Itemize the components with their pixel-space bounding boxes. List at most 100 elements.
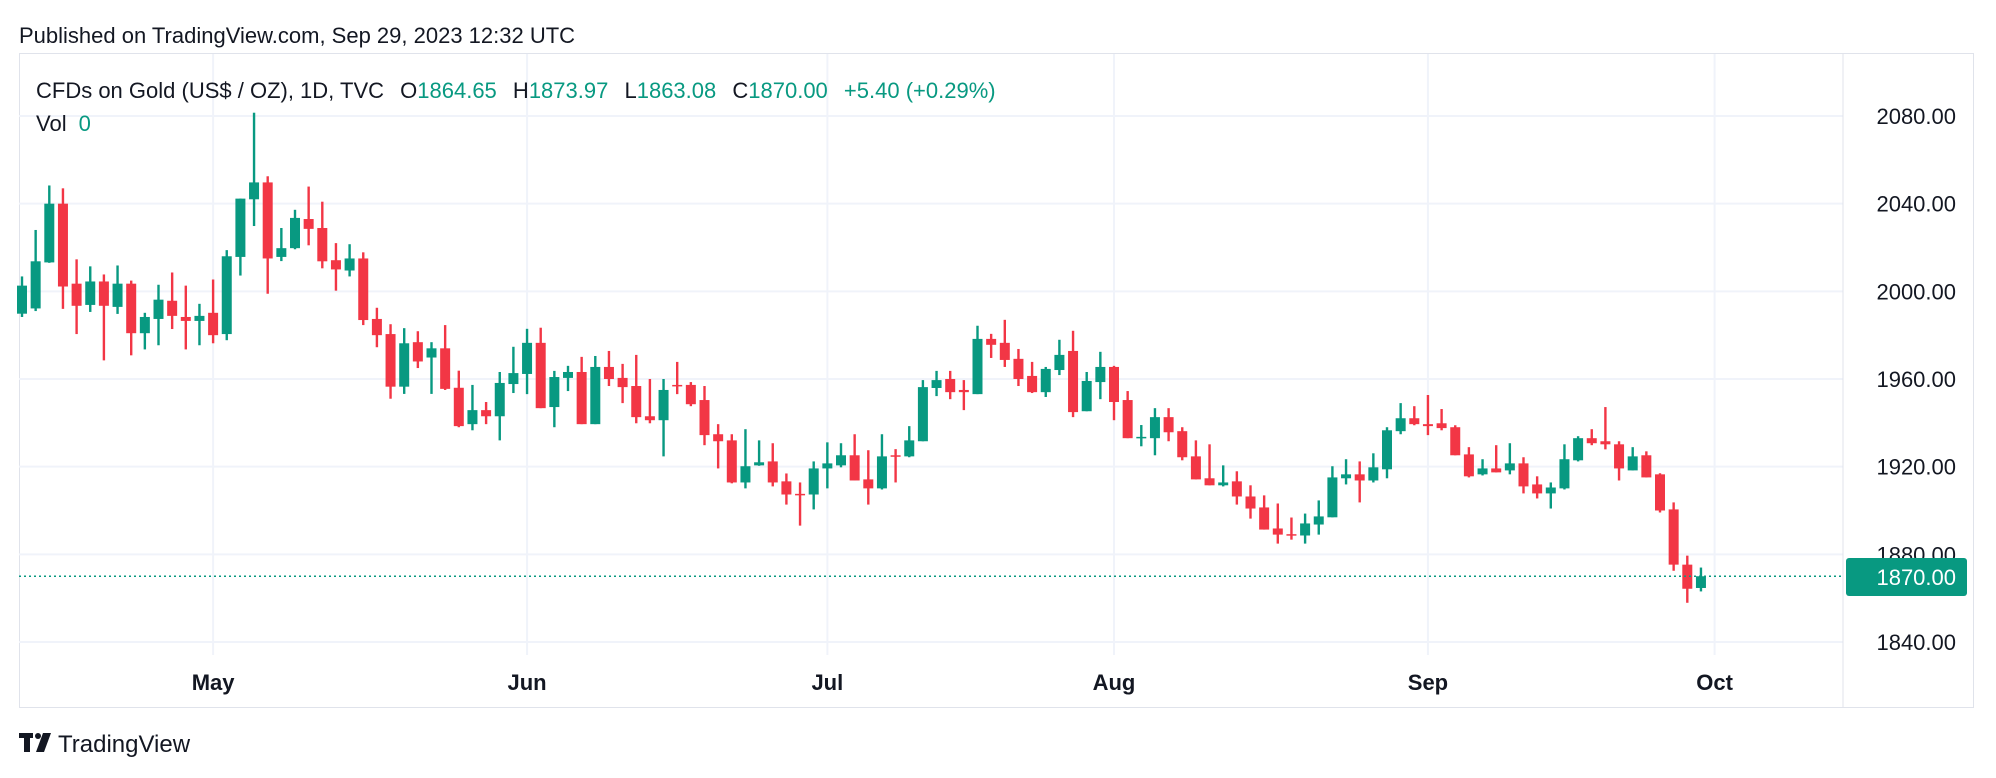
last-price-badge: 1870.00 (1846, 558, 1967, 596)
change-value: +5.40 (+0.29%) (844, 78, 996, 103)
tradingview-logo[interactable]: TradingView (19, 731, 191, 758)
candle-body (426, 348, 437, 358)
candle (1341, 459, 1352, 485)
candle (71, 259, 82, 335)
candle-body (822, 463, 833, 469)
candle (808, 461, 819, 510)
candle-body (699, 400, 710, 436)
candle (713, 424, 724, 469)
candle-body (57, 203, 68, 287)
candle-body (876, 456, 887, 489)
candle-body (371, 318, 382, 336)
candle (1272, 503, 1283, 544)
candle (303, 186, 314, 246)
candle-body (836, 455, 846, 466)
candle (917, 380, 928, 442)
candle-body (808, 468, 819, 495)
candle (1027, 361, 1038, 394)
candle (1532, 476, 1543, 499)
candle (1245, 485, 1256, 519)
candle-body (863, 479, 874, 489)
candle (30, 229, 41, 312)
candle-body (1027, 375, 1038, 393)
candle-body (249, 182, 260, 200)
candle (1313, 500, 1324, 535)
candle-body (1559, 459, 1570, 489)
candle-body (1136, 436, 1147, 439)
candle (1586, 429, 1597, 446)
candle-body (1341, 474, 1352, 479)
candle (180, 285, 191, 350)
candle-body (795, 493, 806, 496)
candle-body (535, 342, 546, 409)
candle-wick (648, 379, 652, 424)
candle (1136, 425, 1147, 447)
candle-wick (1276, 503, 1279, 544)
candle-body (1081, 380, 1092, 412)
candle-wick (757, 440, 761, 466)
candle (836, 443, 846, 468)
candle-body (972, 338, 983, 395)
price-tick-label: 2040.00 (1876, 192, 1956, 217)
candle (98, 274, 109, 361)
candle-body (1177, 431, 1188, 458)
candle (1109, 365, 1119, 421)
candle (1627, 447, 1638, 471)
candle (1190, 440, 1201, 480)
candle-body (1286, 534, 1297, 536)
candle-body (726, 440, 737, 483)
candle-body (317, 227, 328, 262)
candle-body (1190, 456, 1201, 480)
candle (1163, 408, 1174, 442)
candle-body (1300, 523, 1311, 536)
candle-wick (1495, 445, 1498, 473)
candle-body (1313, 516, 1324, 525)
candle-body (658, 389, 669, 421)
candle-body (986, 338, 997, 345)
candle-body (1395, 418, 1406, 432)
candle (1559, 444, 1570, 490)
candle (849, 434, 860, 481)
candle-body (221, 256, 232, 335)
candle (1655, 473, 1665, 513)
candle (1682, 555, 1693, 603)
candle (1450, 425, 1461, 456)
candle-body (17, 285, 27, 314)
candle (863, 450, 874, 505)
candle-body (290, 217, 300, 249)
price-tick-label: 1840.00 (1876, 630, 1956, 655)
candle (221, 250, 232, 341)
candle-body (71, 283, 82, 306)
candle-wick (989, 333, 993, 358)
tradingview-logo-icon (19, 733, 51, 752)
candle-body (563, 371, 573, 378)
time-axis[interactable]: May Jun Jul Aug Sep Oct (192, 670, 1734, 695)
candle-wick (798, 482, 802, 526)
candles[interactable] (17, 112, 1706, 603)
open-value: 1864.65 (417, 78, 497, 103)
candle (358, 252, 369, 326)
candle (1040, 366, 1051, 397)
candle (1068, 330, 1079, 418)
price-axis[interactable]: 2080.002040.002000.001960.001920.001880.… (1876, 104, 1956, 655)
candle-wick (1140, 425, 1143, 447)
candle (1218, 465, 1229, 487)
candle-body (112, 283, 123, 307)
candle-wick (1549, 482, 1552, 509)
candle (1600, 407, 1611, 450)
candle-body (30, 261, 41, 309)
candle-body (44, 203, 55, 263)
candle-wick (716, 424, 720, 469)
candle (672, 361, 683, 395)
candle (1054, 339, 1065, 376)
published-header: Published on TradingView.com, Sep 29, 20… (19, 23, 575, 48)
candle (17, 276, 27, 317)
candle-body (494, 382, 505, 417)
time-tick-label: Aug (1093, 670, 1136, 695)
candle (426, 342, 437, 394)
candle (1095, 351, 1106, 400)
candle-body (344, 258, 355, 271)
time-tick-label: Jun (507, 670, 546, 695)
candle (1518, 457, 1529, 494)
candle-wick (1290, 517, 1293, 540)
